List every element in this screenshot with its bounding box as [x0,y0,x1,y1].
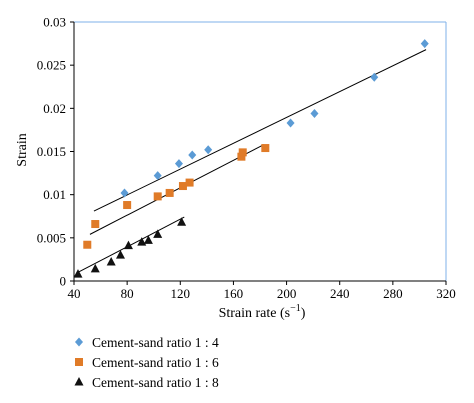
data-point-series-1 [370,72,379,82]
data-point-series-2 [123,201,132,210]
x-tick-label: 80 [121,286,134,301]
x-tick-label: 280 [383,286,403,301]
data-point-series-2 [165,188,174,197]
data-point-series-3 [123,240,133,250]
data-point-series-2 [185,178,194,187]
y-tick-label: 0.015 [37,144,66,159]
y-tick-label: 0.005 [37,230,66,245]
x-tick-label: 240 [330,286,350,301]
data-point-series-2 [91,220,100,229]
data-point-series-3 [116,250,125,259]
y-tick-label: 0.03 [43,15,66,30]
legend-label-series-1: Cement-sand ratio 1 : 4 [92,335,219,350]
data-point-series-1 [120,188,129,198]
x-axis-label-main: Strain rate (s [219,306,291,321]
data-point-series-2 [178,182,187,191]
y-tick-label: 0.02 [43,101,66,116]
data-point-series-3 [90,263,100,273]
x-axis-label-end: ) [301,306,306,321]
x-axis-label: Strain rate (s−1) [219,303,306,321]
plot-frame [74,21,447,281]
legend-label-series-3: Cement-sand ratio 1 : 8 [92,375,219,390]
data-point-series-1 [310,109,319,119]
y-axis-label: Strain [15,133,30,166]
trendline-series-2 [89,144,265,235]
x-tick-label: 200 [277,286,297,301]
legend-label-series-2: Cement-sand ratio 1 : 6 [92,355,219,370]
data-points [73,39,429,278]
data-point-series-3 [73,269,83,278]
y-tick-label: 0.025 [37,58,66,73]
data-point-series-2 [237,152,246,161]
legend-marker-series-2 [75,358,83,366]
x-tick-label: 120 [171,286,191,301]
x-tick-label: 320 [436,286,456,301]
trendline-series-1 [93,49,427,212]
data-point-series-2 [153,192,162,201]
x-tick-label: 160 [224,286,244,301]
y-axis: 0 0.005 0.01 0.015 0.02 0.025 0.03 [37,15,75,289]
y-tick-label: 0.01 [43,187,66,202]
data-point-series-3 [137,237,147,246]
data-point-series-3 [153,229,163,238]
legend: Cement-sand ratio 1 : 4 Cement-sand ratio… [74,335,219,390]
legend-marker-series-3 [74,377,84,386]
data-point-series-1 [286,118,295,128]
data-point-series-1 [174,159,183,169]
x-tick-label: 40 [68,286,81,301]
data-point-series-1 [204,145,213,155]
y-tick-label: 0 [60,274,67,289]
data-point-series-1 [188,150,197,160]
data-point-series-3 [143,235,153,244]
x-axis: 40 80 120 160 200 240 280 320 [68,280,456,301]
data-point-series-3 [106,257,116,266]
trendlines [77,49,427,273]
data-point-series-2 [83,240,92,249]
data-point-series-2 [238,148,247,157]
trendline-series-3 [77,216,185,273]
data-point-series-1 [420,39,429,49]
legend-marker-series-1 [75,337,83,347]
x-axis-label-superscript: −1 [290,303,301,314]
data-point-series-1 [153,171,162,181]
data-point-series-2 [261,144,270,153]
data-point-series-3 [177,217,187,226]
